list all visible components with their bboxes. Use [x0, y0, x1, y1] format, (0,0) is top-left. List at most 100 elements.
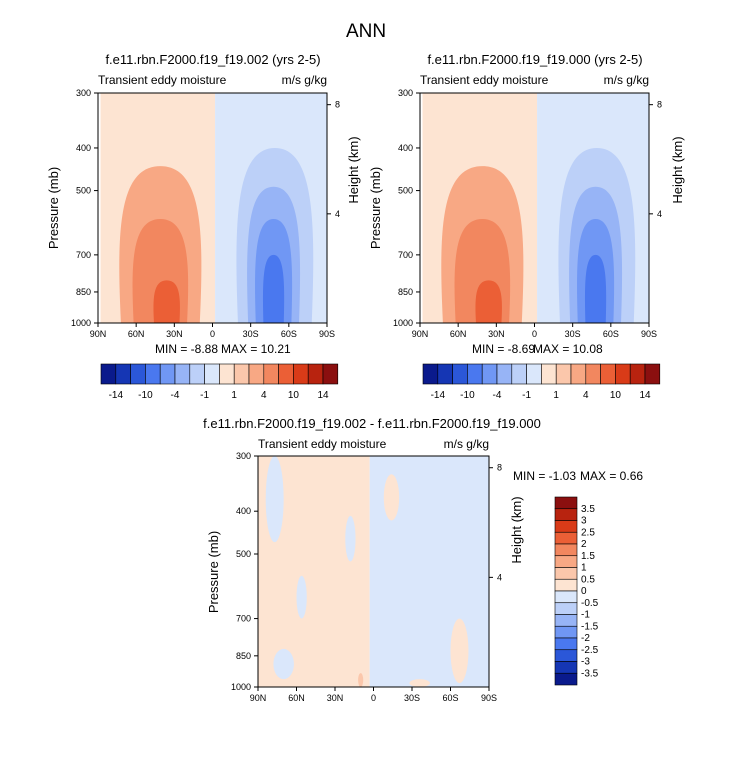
diff-contour-patch: [383, 474, 400, 521]
colorbar-label: 2.5: [581, 527, 595, 538]
colorbar-label: -1.5: [581, 621, 599, 632]
panel-1-min-text: MIN = -8.88: [155, 342, 218, 356]
y-tick-label: 700: [76, 250, 91, 260]
colorbar-label: 1.5: [581, 551, 595, 562]
x-tick-label: 90S: [641, 329, 657, 339]
panel-2-colorbar: -14 -10 -4 -1 1 4 10 14: [422, 363, 661, 401]
panel-2-contour-field: [422, 93, 649, 323]
colorbar-swatch: [554, 520, 578, 533]
x-tick-label: 90N: [250, 693, 267, 703]
y-tick-label: 500: [236, 549, 251, 559]
panel-3-title: f.e11.rbn.F2000.f19_f19.002 - f.e11.rbn.…: [203, 416, 541, 431]
colorbar-swatch: [554, 661, 578, 674]
panel-1-contour-field: [100, 93, 327, 323]
colorbar-label: -14: [109, 390, 124, 401]
colorbar-label: 0.5: [581, 574, 595, 585]
y-right-tick-label: 4: [497, 572, 502, 582]
colorbar-swatch: [511, 363, 527, 385]
colorbar-swatch: [600, 363, 616, 385]
y-tick-label: 1000: [71, 318, 91, 328]
panel-3: f.e11.rbn.F2000.f19_f19.002 - f.e11.rbn.…: [203, 416, 643, 703]
diff-contour-patch: [345, 515, 356, 562]
panel-1-title: f.e11.rbn.F2000.f19_f19.002 (yrs 2-5): [105, 52, 320, 67]
colorbar-label: 10: [288, 390, 300, 401]
colorbar-swatch: [100, 363, 117, 385]
panel-1-colorbar: -14 -10 -4 -1 1 4 10 14: [100, 363, 339, 401]
panel-3-ylabel-right: Height (km): [509, 496, 524, 563]
colorbar-swatch: [554, 672, 578, 686]
panel-1-max-text: MAX = 10.21: [221, 342, 291, 356]
x-tick-label: 0: [532, 329, 537, 339]
colorbar-label: 14: [639, 390, 651, 401]
x-tick-label: 30N: [166, 329, 183, 339]
colorbar-label: -2.5: [581, 645, 599, 656]
x-tick-label: 30S: [243, 329, 259, 339]
y-tick-label: 500: [76, 186, 91, 196]
colorbar-swatch: [204, 363, 220, 385]
diff-contour-patch: [358, 673, 364, 688]
colorbar-swatch: [307, 363, 324, 385]
colorbar-label: 1: [581, 563, 587, 574]
panel-3-contour-field: [258, 456, 489, 688]
x-tick-label: 60S: [281, 329, 297, 339]
panel-3-ylabel: Pressure (mb): [206, 531, 221, 613]
colorbar-swatch: [467, 363, 483, 385]
panel-3-min-text: MIN = -1.03: [513, 469, 576, 483]
y-tick-label: 500: [398, 186, 413, 196]
colorbar-label: 1: [231, 390, 237, 401]
y-tick-label: 850: [76, 287, 91, 297]
x-tick-label: 30S: [404, 693, 420, 703]
colorbar-label: 0: [581, 586, 587, 597]
x-tick-label: 60N: [128, 329, 145, 339]
y-tick-label: 700: [236, 614, 251, 624]
colorbar-swatch: [452, 363, 468, 385]
diff-contour-patch: [265, 456, 284, 543]
colorbar-swatch: [130, 363, 146, 385]
y-tick-label: 700: [398, 250, 413, 260]
colorbar-label: 3: [581, 516, 587, 527]
x-tick-label: 90N: [412, 329, 429, 339]
y-right-tick-label: 8: [657, 100, 662, 110]
colorbar-swatch: [233, 363, 250, 385]
panel-2-left-label: Transient eddy moisture: [420, 73, 549, 87]
colorbar-label: -4: [171, 390, 180, 401]
colorbar-swatch: [554, 578, 578, 592]
panel-2-axes: 90N 60N 30N 0 30S 60S 90S 300 400 500 700 850 1000 8 4: [393, 88, 662, 339]
y-tick-label: 400: [398, 143, 413, 153]
x-tick-label: 30N: [327, 693, 344, 703]
panel-1-units-label: m/s g/kg: [282, 73, 327, 87]
x-tick-label: 60S: [442, 693, 458, 703]
y-tick-label: 400: [236, 506, 251, 516]
y-tick-label: 850: [398, 287, 413, 297]
panel-1: f.e11.rbn.F2000.f19_f19.002 (yrs 2-5) Tr…: [46, 52, 361, 356]
x-tick-label: 60N: [288, 693, 305, 703]
panel-3-max-text: MAX = 0.66: [580, 469, 643, 483]
y-tick-label: 1000: [393, 318, 413, 328]
contour-band-b5: [584, 254, 607, 323]
colorbar-label: -2: [581, 633, 590, 644]
colorbar-swatch: [322, 363, 339, 385]
colorbar-swatch: [615, 363, 631, 385]
panel-1-axes: 90N 60N 30N 0 30S 60S 90S 300 400 500 700 850 1000 8 4: [71, 88, 340, 339]
colorbar-swatch: [248, 363, 265, 385]
diff-contour-patch: [273, 648, 294, 680]
colorbar-label: -14: [431, 390, 446, 401]
colorbar-label: -1: [200, 390, 209, 401]
colorbar-swatch: [554, 555, 578, 568]
colorbar-swatch: [219, 363, 235, 385]
colorbar-swatch: [159, 363, 176, 385]
colorbar-swatch: [422, 363, 439, 385]
colorbar-swatch: [554, 508, 578, 521]
panel-1-ylabel: Pressure (mb): [46, 167, 61, 249]
page-title: ANN: [346, 21, 386, 42]
y-tick-label: 300: [236, 451, 251, 461]
diff-contour-patch: [409, 679, 430, 687]
colorbar-label: -10: [138, 390, 153, 401]
colorbar-label: 14: [317, 390, 329, 401]
colorbar-label: 4: [261, 390, 267, 401]
diff-contour-patch: [450, 618, 469, 684]
colorbar-swatch: [174, 363, 191, 385]
contour-band-r4: [475, 280, 502, 323]
colorbar-swatch: [278, 363, 294, 385]
colorbar-label: -3: [581, 657, 590, 668]
